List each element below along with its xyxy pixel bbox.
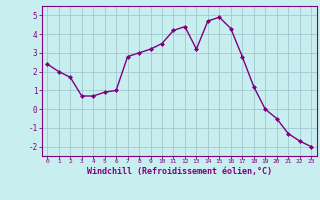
X-axis label: Windchill (Refroidissement éolien,°C): Windchill (Refroidissement éolien,°C) xyxy=(87,167,272,176)
